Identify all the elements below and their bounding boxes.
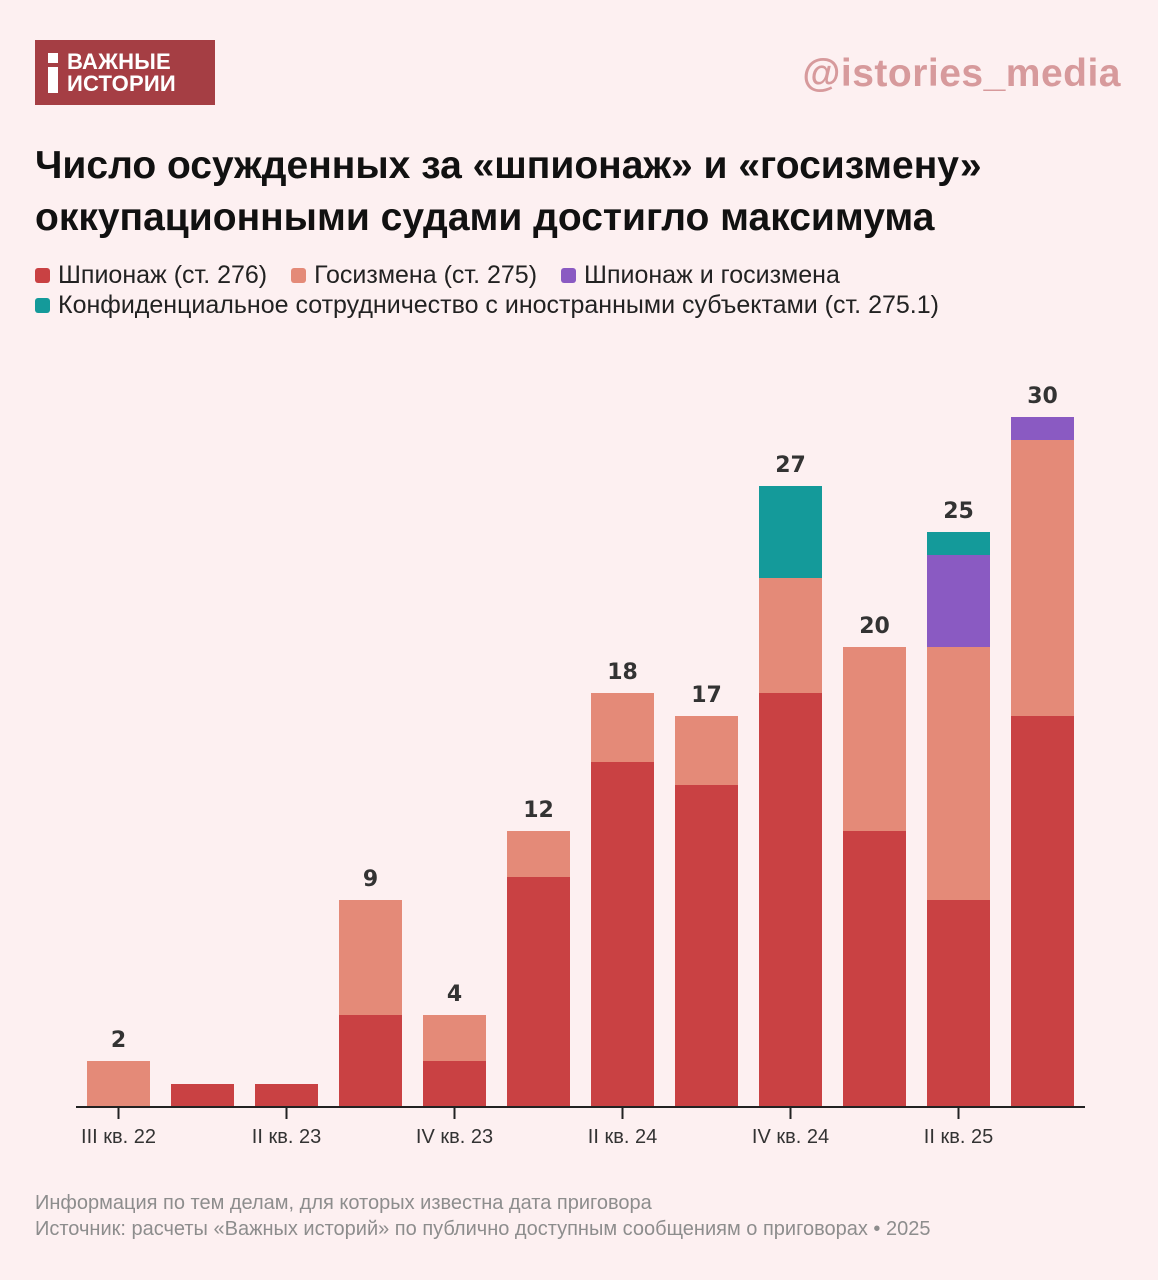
- bar-segment-2: [1011, 417, 1074, 440]
- legend-item-treason: Госизмена (ст. 275): [291, 260, 537, 290]
- x-tick-label: II кв. 23: [252, 1126, 321, 1148]
- bar-segment-1: [1011, 440, 1074, 716]
- bar-total-label: 27: [775, 453, 806, 478]
- stacked-bar-chart: 2 9 4 12 18 17 27 20 25 30 III кв. 22 II кв. 23 IV к…: [76, 384, 1085, 1148]
- x-tick-label: IV кв. 23: [416, 1126, 493, 1148]
- bar-segment-0: [171, 1084, 234, 1107]
- legend-label: Шпионаж и госизмена: [584, 261, 840, 289]
- bar-total-label: 20: [859, 614, 890, 639]
- legend-item-espionage: Шпионаж (ст. 276): [35, 260, 267, 290]
- x-tick-label: IV кв. 24: [752, 1126, 829, 1148]
- bar-segment-1: [759, 578, 822, 693]
- legend-label: Конфиденциальное сотрудничество с иностр…: [58, 291, 939, 319]
- x-tick-label: II кв. 24: [588, 1126, 657, 1148]
- bar-total-label: 25: [943, 499, 974, 524]
- bar-segment-1: [423, 1015, 486, 1061]
- bar-segment-0: [507, 877, 570, 1107]
- footer-source: Источник: расчеты «Важных историй» по пу…: [35, 1218, 931, 1240]
- bar-total-label: 9: [363, 867, 378, 892]
- x-tick-label: III кв. 22: [81, 1126, 156, 1148]
- logo-line-2: ИСТОРИИ: [67, 70, 176, 96]
- bar-segment-3: [759, 486, 822, 578]
- footer: Информация по тем делам, для которых изв…: [35, 1190, 1125, 1242]
- bar-segment-0: [339, 1015, 402, 1107]
- bar-total-label: 12: [523, 798, 554, 823]
- bar-segment-1: [591, 693, 654, 762]
- legend: Шпионаж (ст. 276) Госизмена (ст. 275) Шп…: [35, 260, 1125, 320]
- bar-segment-0: [423, 1061, 486, 1107]
- bar-segment-1: [927, 647, 990, 900]
- bar-segment-0: [759, 693, 822, 1107]
- legend-swatch: [561, 267, 577, 283]
- bar-segment-0: [675, 785, 738, 1107]
- bar-segment-0: [927, 900, 990, 1107]
- bar-segment-1: [843, 647, 906, 831]
- bar-segment-1: [87, 1061, 150, 1107]
- bar-segment-2: [927, 555, 990, 647]
- brand-logo: ВАЖНЫЕ ИСТОРИИ: [35, 40, 215, 105]
- bar-segment-0: [1011, 716, 1074, 1107]
- logo-line-1: ВАЖНЫЕ: [67, 48, 171, 74]
- social-handle: @istories_media: [802, 52, 1121, 95]
- bar-segment-3: [927, 532, 990, 555]
- legend-swatch: [35, 297, 50, 313]
- bar-total-label: 30: [1027, 384, 1058, 409]
- chart-title: Число осужденных за «шпионаж» и «госизме…: [35, 144, 982, 239]
- bar-segment-1: [675, 716, 738, 785]
- bar-segment-0: [591, 762, 654, 1107]
- legend-label: Госизмена (ст. 275): [314, 261, 538, 289]
- bar-total-label: 17: [691, 683, 722, 708]
- bar-total-label: 4: [447, 982, 462, 1007]
- legend-swatch: [35, 267, 50, 283]
- bar-segment-1: [339, 900, 402, 1015]
- footer-note: Информация по тем делам, для которых изв…: [35, 1192, 652, 1214]
- bar-total-label: 2: [111, 1028, 126, 1053]
- legend-swatch: [291, 267, 307, 283]
- legend-item-espionage-and-treason: Шпионаж и госизмена: [561, 260, 840, 290]
- bar-total-label: 18: [607, 660, 638, 685]
- bar-segment-0: [255, 1084, 318, 1107]
- bar-segment-0: [843, 831, 906, 1107]
- legend-item-cooperation: Конфиденциальное сотрудничество с иностр…: [35, 290, 939, 320]
- logo-i-icon: [48, 52, 58, 93]
- x-tick-label: II кв. 25: [924, 1126, 993, 1148]
- bar-segment-1: [507, 831, 570, 877]
- logo-text: ВАЖНЫЕ ИСТОРИИ: [67, 48, 176, 96]
- legend-label: Шпионаж (ст. 276): [58, 261, 268, 289]
